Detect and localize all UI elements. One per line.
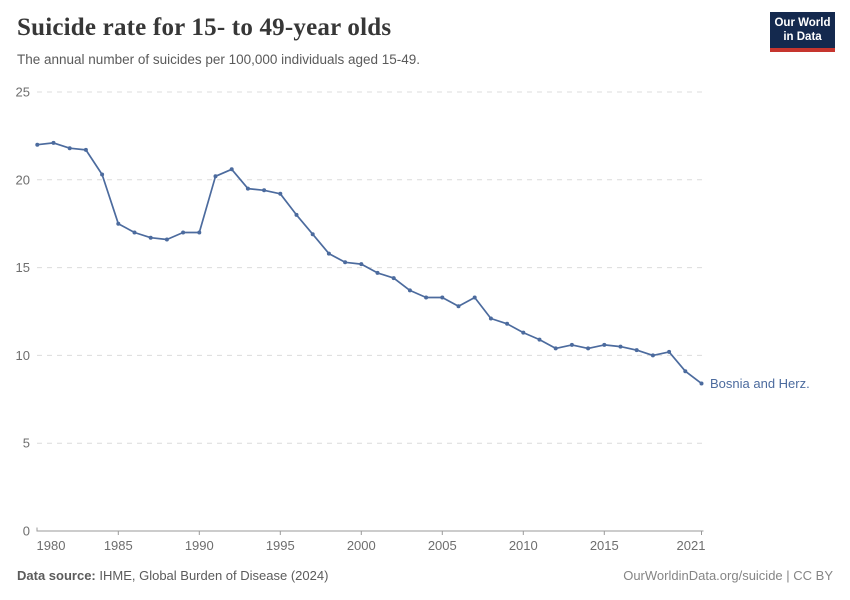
data-point bbox=[667, 349, 672, 354]
data-point bbox=[213, 174, 218, 179]
data-point bbox=[521, 330, 526, 335]
data-point bbox=[537, 337, 542, 342]
data-point bbox=[148, 235, 153, 240]
y-tick-label: 25 bbox=[16, 85, 30, 100]
owid-logo-text: Our World in Data bbox=[770, 12, 835, 44]
data-point bbox=[132, 230, 137, 235]
data-point bbox=[650, 353, 655, 358]
attribution-link[interactable]: OurWorldinData.org/suicide | CC BY bbox=[623, 568, 833, 583]
data-point bbox=[440, 295, 445, 300]
owid-logo: Our World in Data bbox=[770, 12, 835, 52]
page-title: Suicide rate for 15- to 49-year olds bbox=[17, 14, 392, 41]
y-tick-label: 15 bbox=[16, 260, 30, 275]
data-source-label: Data source: bbox=[17, 568, 96, 583]
page-subtitle: The annual number of suicides per 100,00… bbox=[17, 52, 421, 67]
data-point bbox=[343, 260, 348, 265]
data-point bbox=[407, 288, 412, 293]
x-tick-label: 2000 bbox=[347, 538, 376, 553]
data-source-text: IHME, Global Burden of Disease (2024) bbox=[95, 568, 329, 583]
data-source-note: Data source: IHME, Global Burden of Dise… bbox=[17, 568, 328, 583]
data-point bbox=[83, 147, 88, 152]
data-point bbox=[326, 251, 331, 256]
y-tick-label: 5 bbox=[23, 436, 30, 451]
data-point bbox=[245, 186, 250, 191]
data-point bbox=[683, 369, 688, 374]
x-tick-label: 2015 bbox=[590, 538, 619, 553]
data-point bbox=[424, 295, 429, 300]
data-point bbox=[618, 344, 623, 349]
x-tick-label: 1985 bbox=[104, 538, 133, 553]
data-point bbox=[294, 212, 299, 217]
data-series-line bbox=[36, 142, 703, 385]
owid-logo-line2: in Data bbox=[783, 30, 822, 43]
data-point bbox=[67, 146, 72, 151]
data-point bbox=[456, 304, 461, 309]
data-point bbox=[359, 262, 364, 267]
data-point bbox=[488, 316, 493, 321]
data-point bbox=[229, 167, 234, 172]
y-tick-label: 20 bbox=[16, 172, 30, 187]
data-point bbox=[553, 346, 558, 351]
x-tick-label: 1990 bbox=[185, 538, 214, 553]
x-tick-label: 1995 bbox=[266, 538, 295, 553]
y-tick-label: 10 bbox=[16, 348, 30, 363]
data-point bbox=[602, 342, 607, 347]
x-tick-label: 2010 bbox=[509, 538, 538, 553]
data-point bbox=[699, 381, 704, 386]
data-point bbox=[472, 295, 477, 300]
data-point bbox=[505, 321, 510, 326]
data-point bbox=[278, 191, 283, 196]
data-point bbox=[391, 276, 396, 281]
x-tick-label: 2021 bbox=[677, 538, 706, 553]
data-point bbox=[51, 140, 56, 145]
owid-logo-line1: Our World bbox=[774, 17, 831, 29]
owid-logo-red-stripe bbox=[770, 48, 835, 52]
x-tick-label: 1980 bbox=[37, 538, 66, 553]
data-point bbox=[586, 346, 591, 351]
entity-label: Bosnia and Herz. bbox=[710, 376, 810, 391]
data-point bbox=[634, 348, 639, 353]
data-point bbox=[100, 172, 105, 177]
data-point bbox=[164, 237, 169, 242]
data-point bbox=[375, 270, 380, 275]
data-point bbox=[310, 232, 315, 237]
y-tick-label: 0 bbox=[23, 524, 30, 539]
data-point bbox=[116, 221, 121, 226]
data-point bbox=[35, 142, 40, 147]
data-point bbox=[569, 342, 574, 347]
x-tick-label: 2005 bbox=[428, 538, 457, 553]
data-point bbox=[181, 230, 186, 235]
data-point bbox=[197, 230, 202, 235]
data-point bbox=[262, 188, 267, 193]
